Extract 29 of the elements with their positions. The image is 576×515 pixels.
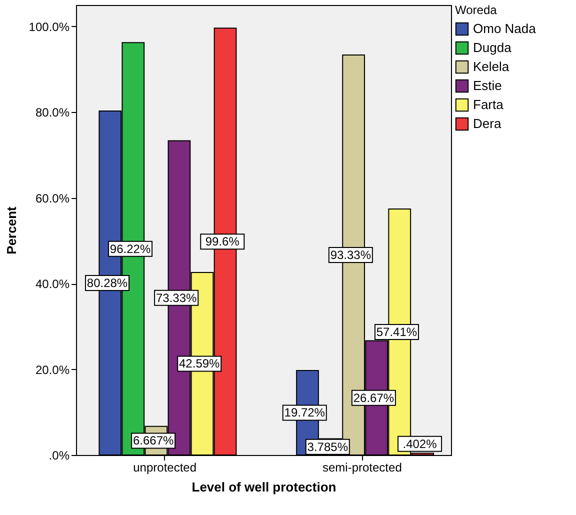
data-label: 42.59%: [179, 356, 220, 371]
data-label: 93.33%: [330, 248, 372, 262]
data-label: 6.667%: [132, 434, 174, 448]
legend-label: Dugda: [473, 40, 512, 55]
legend-label: Farta: [473, 97, 504, 112]
legend-label: Estie: [473, 78, 502, 93]
data-label: 57.41%: [376, 324, 418, 339]
y-tick-label: 80.0%: [35, 106, 70, 120]
legend-label: Kelela: [473, 59, 510, 74]
x-tick-label: unprotected: [133, 460, 197, 474]
legend-label: Omo Nada: [473, 21, 537, 36]
data-label: 96.22%: [110, 242, 151, 256]
y-axis-title: Percent: [4, 206, 19, 254]
data-label: 19.72%: [284, 406, 326, 420]
data-label: .402%: [402, 436, 438, 451]
y-tick-label: 20.0%: [35, 362, 70, 377]
x-tick-label: semi-protected: [322, 460, 402, 474]
y-tick-label: 60.0%: [35, 191, 70, 206]
legend-title: Woreda: [455, 3, 498, 17]
y-tick-label: 40.0%: [35, 277, 70, 292]
legend-label: Dera: [473, 116, 502, 131]
data-label: 99.6%: [205, 234, 240, 249]
data-label: 26.67%: [353, 390, 394, 405]
data-label: 73.33%: [156, 290, 198, 305]
x-axis-title: Level of well protection: [192, 480, 336, 494]
y-tick-label: .0%: [48, 448, 70, 462]
y-tick-label: 100.0%: [28, 20, 70, 34]
data-label: 3.785%: [307, 440, 348, 454]
data-label: 80.28%: [86, 276, 128, 290]
